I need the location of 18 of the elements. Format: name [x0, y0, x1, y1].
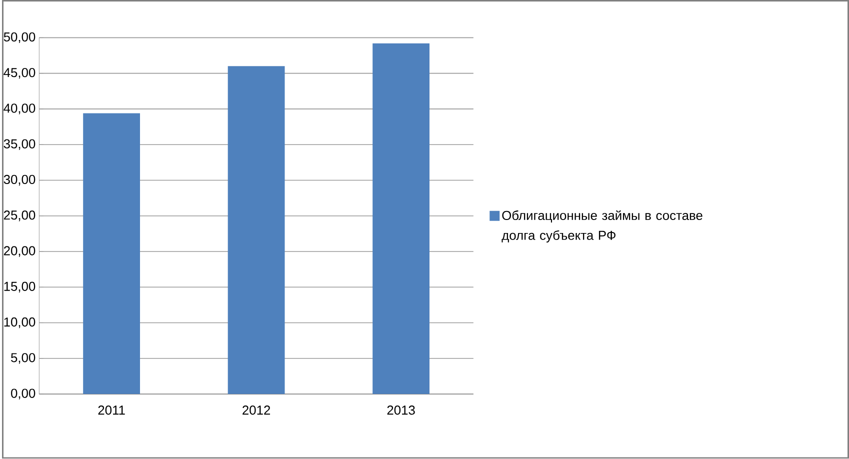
- x-tick-label: 2012: [242, 406, 270, 415]
- bar: [372, 44, 430, 394]
- legend-label: Облигационные займы в составе долга субъекта РФ: [502, 210, 702, 243]
- y-tick-label: 20,00: [4, 246, 36, 257]
- y-tick-label: 10,00: [4, 318, 36, 328]
- y-tick-label: 15,00: [4, 282, 36, 293]
- y-tick-label: 25,00: [4, 210, 36, 222]
- y-tick-label: 5,00: [11, 353, 36, 364]
- y-tick-label: 30,00: [4, 175, 36, 186]
- y-tick-label: 40,00: [4, 104, 36, 114]
- bar: [83, 113, 140, 394]
- x-tick-label: 2013: [387, 406, 415, 415]
- bar: [228, 66, 285, 394]
- x-tick-label: 2011: [98, 406, 125, 415]
- y-tick-label: 0,00: [11, 388, 36, 400]
- y-tick-label: 50,00: [4, 32, 36, 44]
- y-tick-label: 45,00: [4, 68, 36, 79]
- y-tick-label: 35,00: [4, 139, 36, 150]
